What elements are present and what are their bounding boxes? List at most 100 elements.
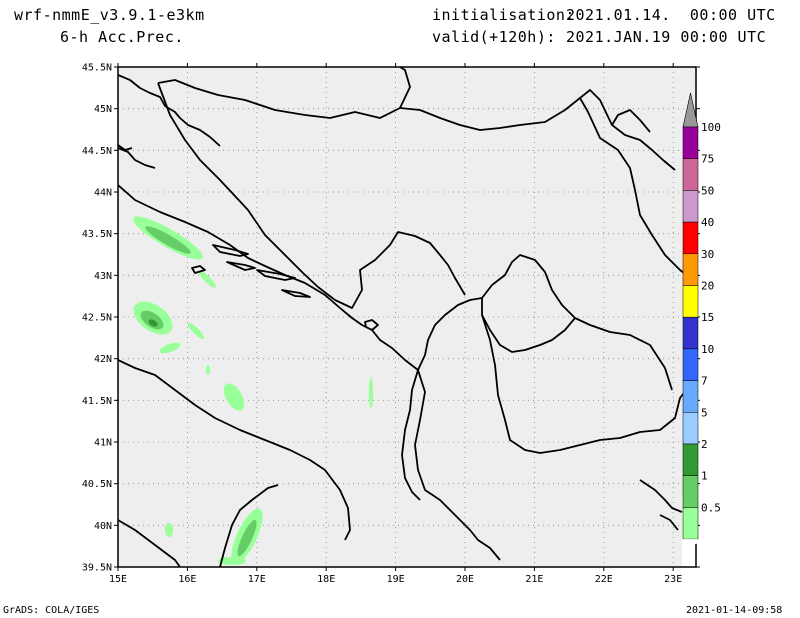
colorbar-segment bbox=[682, 285, 699, 318]
field-title: 6-h Acc.Prec. bbox=[60, 28, 184, 46]
colorbar-segment bbox=[682, 221, 699, 255]
coastline bbox=[118, 184, 419, 371]
lon-label: 21E bbox=[525, 574, 543, 585]
coastline bbox=[118, 144, 133, 151]
lat-label: 40.5N bbox=[82, 479, 112, 490]
latitude-labels: 45.5N 45N 44.5N 44N 43.5N 43N 42.5N 42N 41.5N 41N… bbox=[82, 63, 112, 574]
colorbar-label: 10 bbox=[701, 343, 714, 356]
island bbox=[191, 265, 206, 274]
precip-area bbox=[187, 322, 205, 340]
colorbar-label: 100 bbox=[701, 121, 721, 134]
border bbox=[579, 97, 696, 283]
coastline bbox=[118, 519, 181, 567]
island bbox=[281, 289, 311, 298]
island bbox=[364, 319, 379, 331]
lon-label: 22E bbox=[595, 574, 613, 585]
colorbar-label: 40 bbox=[701, 216, 714, 229]
border bbox=[611, 109, 651, 133]
model-title: wrf-nmmE_v3.9.1-e3km bbox=[14, 6, 205, 24]
border bbox=[574, 317, 673, 391]
init-value: 2021.01.14. 00:00 UTC bbox=[566, 6, 776, 24]
lon-label: 19E bbox=[387, 574, 405, 585]
lon-label: 23E bbox=[664, 574, 682, 585]
coastline bbox=[639, 479, 683, 513]
colorbar-label: 50 bbox=[701, 184, 714, 197]
coastline bbox=[118, 74, 221, 147]
precip-area bbox=[145, 226, 191, 254]
colorbar-segment bbox=[682, 507, 699, 540]
lat-label: 43N bbox=[94, 271, 112, 282]
precip-area bbox=[369, 377, 373, 409]
valid-value: 2021.JAN.19 00:00 UTC bbox=[566, 28, 767, 46]
border bbox=[414, 369, 501, 561]
lat-label: 41.5N bbox=[82, 396, 112, 407]
coastline bbox=[401, 369, 421, 501]
valid-label: valid(+120h): bbox=[432, 28, 556, 46]
longitude-labels: 15E 16E 17E 18E 19E 20E 21E 22E 23E bbox=[109, 574, 682, 585]
coastlines-and-borders bbox=[118, 67, 696, 567]
colorbar-segment bbox=[682, 443, 699, 476]
precip-area bbox=[198, 270, 216, 288]
island bbox=[212, 244, 249, 257]
colorbar-segment bbox=[683, 539, 698, 544]
coastline bbox=[659, 514, 679, 531]
colorbar-segment bbox=[682, 190, 699, 223]
colorbar-segment bbox=[682, 158, 699, 191]
init-label: initialisation: bbox=[432, 6, 575, 24]
graticule bbox=[118, 67, 696, 567]
colorbar-segment bbox=[682, 316, 699, 350]
colorbar-segment bbox=[682, 126, 699, 159]
border bbox=[481, 314, 696, 454]
lat-label: 41N bbox=[94, 438, 112, 449]
coastline bbox=[118, 359, 351, 541]
footer-timestamp: 2021-01-14-09:58 bbox=[686, 605, 783, 616]
lat-label: 45N bbox=[94, 104, 112, 115]
map-background bbox=[118, 67, 696, 567]
precip-area bbox=[218, 557, 246, 565]
colorbar-segment bbox=[682, 475, 699, 508]
border bbox=[417, 297, 483, 371]
precip-area bbox=[237, 519, 257, 557]
colorbar-label: 7 bbox=[701, 375, 708, 388]
lat-label: 42N bbox=[94, 354, 112, 365]
lon-label: 16E bbox=[178, 574, 196, 585]
precip-area bbox=[206, 365, 210, 375]
border bbox=[157, 67, 411, 119]
lat-label: 43.5N bbox=[82, 229, 112, 240]
lat-label: 42.5N bbox=[82, 313, 112, 324]
precip-area bbox=[223, 383, 245, 411]
colorbar-label: 5 bbox=[701, 406, 708, 419]
coastline bbox=[219, 484, 279, 567]
island bbox=[226, 261, 256, 271]
border bbox=[399, 89, 676, 171]
colorbar-label: 15 bbox=[701, 311, 714, 324]
lon-label: 20E bbox=[456, 574, 474, 585]
colorbar-label: 75 bbox=[701, 153, 714, 166]
colorbar-segment bbox=[682, 253, 699, 286]
colorbar-segment bbox=[682, 348, 699, 381]
lat-label: 39.5N bbox=[82, 563, 112, 574]
border bbox=[157, 82, 319, 288]
lat-label: 44.5N bbox=[82, 146, 112, 157]
footer-credit: GrADS: COLA/IGES bbox=[3, 605, 100, 616]
colorbar-segment bbox=[682, 380, 699, 413]
lat-label: 40N bbox=[94, 521, 112, 532]
precip-area bbox=[165, 523, 173, 537]
lat-label: 45.5N bbox=[82, 63, 112, 74]
border bbox=[317, 231, 466, 309]
colorbar-segment bbox=[682, 412, 699, 445]
colorbar-label: 20 bbox=[701, 280, 714, 293]
lon-label: 17E bbox=[248, 574, 266, 585]
lat-label: 44N bbox=[94, 188, 112, 199]
lon-label: 18E bbox=[317, 574, 335, 585]
colorbar-label: 0.5 bbox=[701, 501, 721, 514]
colorbar-label: 1 bbox=[701, 470, 708, 483]
precip-area bbox=[159, 342, 181, 354]
colorbar-label: 30 bbox=[701, 248, 714, 261]
lon-label: 15E bbox=[109, 574, 127, 585]
island bbox=[256, 269, 296, 281]
colorbar-label: 2 bbox=[701, 438, 708, 451]
precip-area bbox=[148, 319, 158, 327]
